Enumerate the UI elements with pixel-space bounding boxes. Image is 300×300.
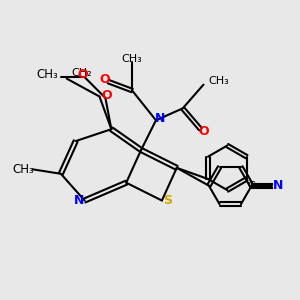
- Text: CH₃: CH₃: [12, 163, 34, 176]
- Text: CH₃: CH₃: [122, 54, 142, 64]
- Text: N: N: [74, 194, 84, 207]
- Text: N: N: [273, 179, 284, 192]
- Text: O: O: [100, 73, 110, 86]
- Text: CH₃: CH₃: [208, 76, 229, 86]
- Text: O: O: [199, 125, 209, 138]
- Text: N: N: [155, 112, 166, 125]
- Text: S: S: [163, 194, 172, 207]
- Text: CH₂: CH₂: [71, 68, 92, 78]
- Text: O: O: [102, 88, 112, 101]
- Text: CH₃: CH₃: [36, 68, 58, 81]
- Text: O: O: [78, 68, 88, 81]
- Text: C: C: [248, 181, 256, 191]
